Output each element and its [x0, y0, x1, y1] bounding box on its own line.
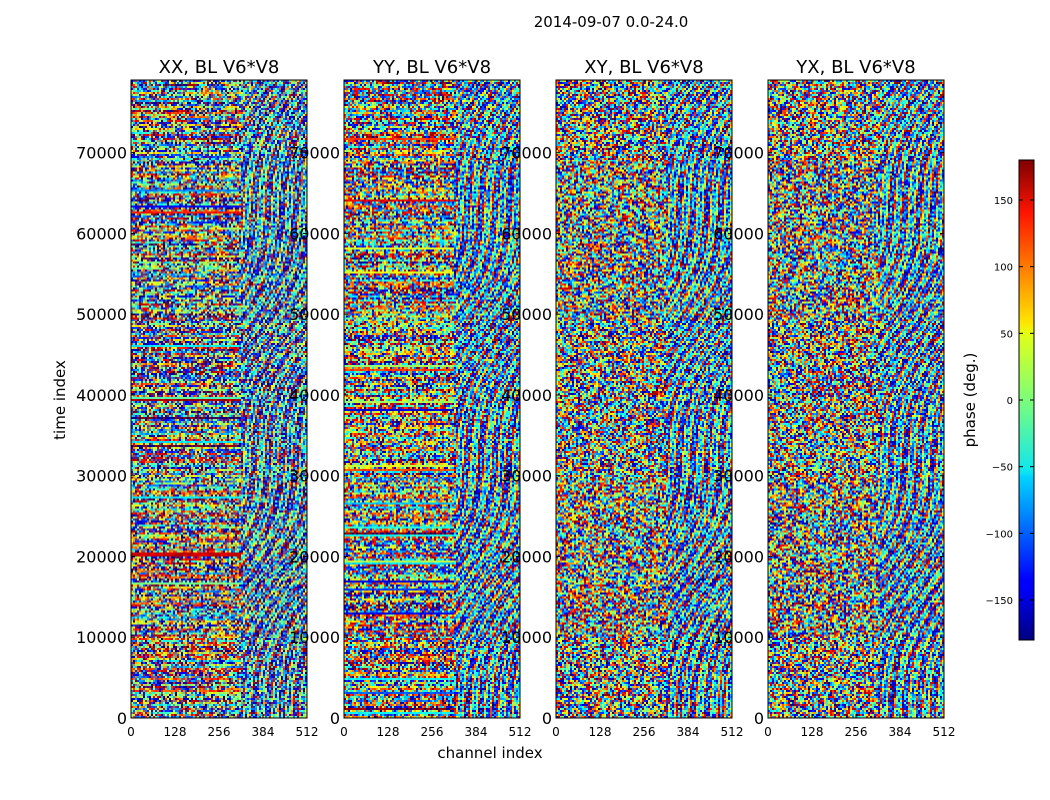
- panel-title: YX, BL V6*V8: [795, 57, 915, 78]
- y-tick-label: 0: [754, 709, 764, 728]
- y-tick-label: 10000: [501, 628, 552, 647]
- x-tick-label: 512: [721, 725, 744, 739]
- colorbar: −150 −100 −50 0 50 100 150 phase (deg.): [961, 159, 1035, 641]
- x-tick-label: 512: [933, 725, 956, 739]
- x-tick-label: 256: [845, 725, 868, 739]
- x-tick-label: 0: [340, 725, 348, 739]
- x-tick-label: 256: [421, 725, 444, 739]
- colorbar-tick-label: −100: [986, 529, 1013, 540]
- colorbar-label: phase (deg.): [961, 353, 979, 448]
- y-tick-label: 10000: [713, 628, 764, 647]
- y-tick-label: 0: [117, 709, 127, 728]
- x-tick-label: 128: [377, 725, 400, 739]
- x-axis-label: channel index: [437, 744, 542, 762]
- y-tick-label: 40000: [289, 386, 340, 405]
- y-tick-label: 60000: [713, 224, 764, 243]
- x-tick-label: 0: [764, 725, 772, 739]
- y-tick-label: 50000: [713, 305, 764, 324]
- x-tick-label: 0: [552, 725, 560, 739]
- y-tick-label: 60000: [76, 224, 127, 243]
- heatmap-image: [344, 80, 520, 718]
- y-tick-label: 20000: [501, 547, 552, 566]
- x-tick-label: 512: [509, 725, 532, 739]
- heatmap-image: [131, 80, 307, 718]
- x-tick-label: 384: [465, 725, 488, 739]
- panel-4: YX, BL V6*V8 0 128 256 384 512 0 10000 20000 3000…: [713, 57, 955, 739]
- y-tick-label: 20000: [713, 547, 764, 566]
- panel-3: XY, BL V6*V8 0 128 256 384 512 0 10000 20000 3000…: [501, 57, 743, 739]
- x-tick-label: 384: [677, 725, 700, 739]
- y-tick-label: 40000: [713, 386, 764, 405]
- y-tick-label: 0: [542, 709, 552, 728]
- y-tick-label: 60000: [289, 224, 340, 243]
- colorbar-tick-label: 0: [1007, 396, 1013, 407]
- y-tick-label: 60000: [501, 224, 552, 243]
- y-tick-label: 40000: [76, 386, 127, 405]
- x-tick-label: 128: [589, 725, 612, 739]
- x-tick-label: 128: [164, 725, 187, 739]
- y-tick-label: 10000: [289, 628, 340, 647]
- x-tick-label: 0: [127, 725, 135, 739]
- y-tick-label: 30000: [289, 467, 340, 486]
- colorbar-tick-label: 100: [994, 263, 1013, 274]
- y-tick-label: 20000: [76, 547, 127, 566]
- y-tick-label: 20000: [289, 547, 340, 566]
- y-tick-label: 70000: [289, 144, 340, 163]
- figure-title: 2014-09-07 0.0-24.0: [533, 13, 689, 31]
- panel-title: YY, BL V6*V8: [372, 57, 491, 78]
- panel-1: XX, BL V6*V8 0 128 256 384 512 0 10000 20000 3000…: [76, 57, 318, 739]
- panel-title: XY, BL V6*V8: [584, 57, 703, 78]
- heatmap-image: [556, 80, 732, 718]
- y-axis-label: time index: [51, 360, 69, 440]
- y-tick-label: 40000: [501, 386, 552, 405]
- x-tick-label: 384: [252, 725, 275, 739]
- heatmap-image: [768, 80, 944, 718]
- x-tick-label: 512: [296, 725, 319, 739]
- panels-group: XX, BL V6*V8 0 128 256 384 512 0 10000 20000 3000…: [76, 57, 955, 739]
- y-tick-label: 0: [330, 709, 340, 728]
- panel-2: YY, BL V6*V8 0 128 256 384 512 0 10000 20000 3000…: [289, 57, 531, 739]
- colorbar-tick-label: 150: [994, 196, 1013, 207]
- panel-title: XX, BL V6*V8: [159, 57, 280, 78]
- colorbar-ticks: −150 −100 −50 0 50 100 150: [986, 196, 1034, 607]
- y-tick-label: 30000: [76, 467, 127, 486]
- y-tick-label: 70000: [713, 144, 764, 163]
- x-tick-label: 256: [208, 725, 231, 739]
- colorbar-tick-label: −50: [992, 463, 1013, 474]
- x-tick-label: 384: [889, 725, 912, 739]
- y-tick-label: 30000: [501, 467, 552, 486]
- y-tick-label: 10000: [76, 628, 127, 647]
- y-tick-label: 50000: [76, 305, 127, 324]
- colorbar-tick-label: 50: [1000, 329, 1013, 340]
- x-tick-label: 256: [633, 725, 656, 739]
- y-tick-label: 70000: [501, 144, 552, 163]
- y-tick-label: 70000: [76, 144, 127, 163]
- y-tick-label: 50000: [289, 305, 340, 324]
- x-tick-label: 128: [801, 725, 824, 739]
- colorbar-tick-label: −150: [986, 596, 1013, 607]
- y-tick-label: 30000: [713, 467, 764, 486]
- y-tick-label: 50000: [501, 305, 552, 324]
